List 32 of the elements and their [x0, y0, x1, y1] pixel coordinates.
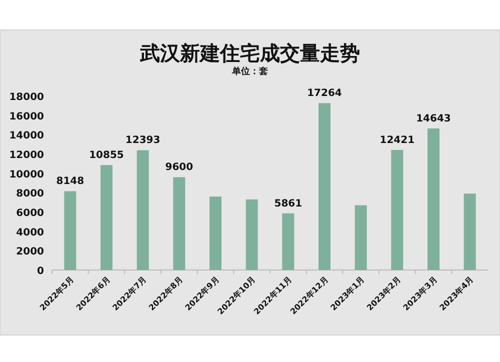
bar	[100, 165, 112, 270]
data-label: 9600	[165, 162, 194, 174]
y-tick-label: 10000	[9, 169, 44, 180]
bar	[210, 196, 222, 270]
data-label: 12393	[125, 135, 160, 146]
y-tick-label: 12000	[9, 150, 44, 161]
bar	[246, 199, 258, 270]
chart-subtitle: 单位：套	[231, 66, 269, 77]
bar	[136, 150, 149, 270]
y-tick-label: 6000	[16, 208, 44, 219]
bar	[354, 205, 367, 270]
data-label: 14643	[416, 113, 451, 124]
y-tick-label: 0	[37, 266, 44, 277]
data-label: 5861	[274, 198, 302, 210]
y-tick-label: 4000	[16, 227, 44, 238]
bar	[64, 191, 76, 270]
y-tick-label: 18000	[9, 92, 44, 103]
y-tick-label: 14000	[9, 130, 44, 142]
data-label: 10855	[89, 150, 124, 162]
chart-title: 武汉新建住宅成交量走势	[139, 41, 360, 65]
bar	[428, 128, 440, 270]
bar	[318, 103, 330, 270]
bar	[391, 150, 404, 270]
bar	[173, 177, 186, 270]
bar	[464, 194, 476, 270]
bar	[282, 213, 294, 270]
y-tick-label: 16000	[9, 111, 44, 122]
y-tick-label: 8000	[16, 188, 44, 200]
y-tick-label: 2000	[16, 246, 44, 258]
data-label: 8148	[56, 176, 84, 188]
data-label: 17264	[307, 88, 342, 100]
data-label: 12421	[380, 134, 415, 146]
